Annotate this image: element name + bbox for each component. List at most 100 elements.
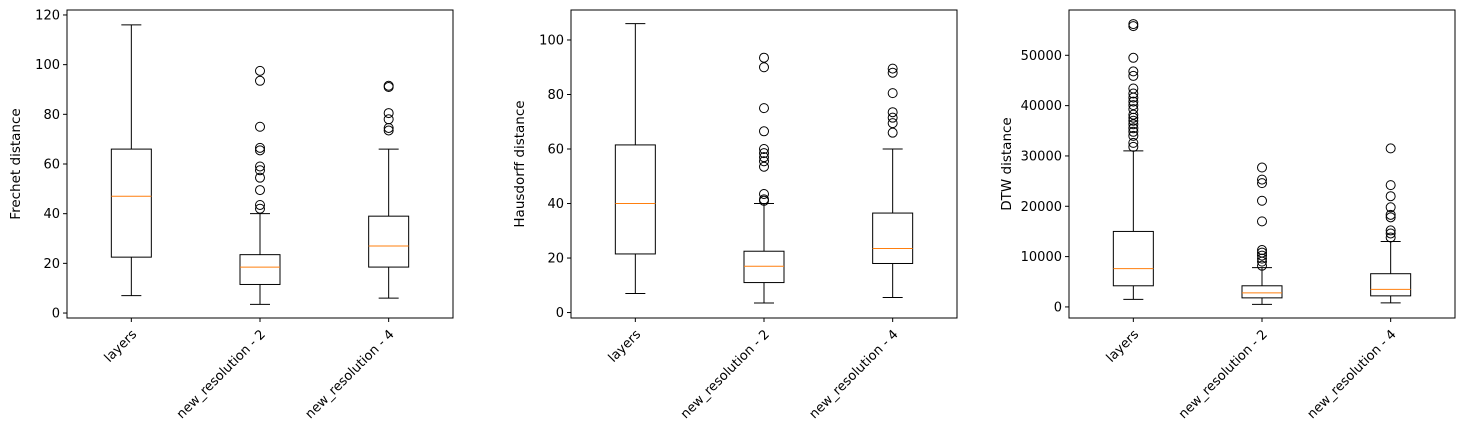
- outlier-point: [1128, 104, 1139, 115]
- y-tick-label: 20000: [1021, 200, 1062, 215]
- outlier-point: [1128, 130, 1139, 141]
- outlier-point: [759, 194, 769, 205]
- box-plot-1: [110, 24, 152, 297]
- outlier-point: [255, 203, 265, 214]
- outlier-point: [1385, 212, 1396, 223]
- outlier-point: [255, 161, 265, 172]
- outlier-point: [255, 172, 265, 183]
- y-tick-label: 60: [43, 158, 60, 173]
- outlier-point: [1385, 180, 1396, 191]
- outlier-point: [759, 126, 769, 137]
- outlier-point: [255, 65, 265, 76]
- box-plot-2: [743, 52, 785, 304]
- outlier-point: [759, 188, 769, 199]
- outlier-point: [1128, 126, 1139, 137]
- outlier-point: [1128, 109, 1139, 120]
- outlier-point: [1385, 232, 1396, 243]
- outlier-point: [1257, 195, 1267, 206]
- y-tick-label: 0: [556, 306, 564, 321]
- iqr-box: [368, 215, 410, 268]
- outlier-point: [1257, 260, 1267, 271]
- outlier-point: [1385, 143, 1396, 154]
- outlier-point: [887, 127, 898, 138]
- x-tick-label: layers: [102, 327, 141, 366]
- y-tick-label: 80: [547, 88, 564, 103]
- outlier-point: [1128, 88, 1139, 99]
- iqr-box: [1370, 273, 1412, 297]
- outlier-point: [255, 145, 265, 156]
- y-axis-label: DTW distance: [999, 117, 1015, 211]
- box-plot-1: [614, 23, 656, 294]
- chart-panel-2: 0 20 40 60 80 100 Hausdorff distance layers new_…: [512, 9, 958, 422]
- outlier-point: [759, 52, 769, 63]
- x-tick-label: new_resolution - 4: [807, 327, 902, 422]
- outlier-point: [759, 161, 769, 172]
- axes-frame: [66, 9, 454, 319]
- x-tick-label: layers: [1104, 327, 1143, 366]
- y-tick-label: 40: [547, 197, 564, 212]
- outlier-point: [887, 63, 898, 74]
- outlier-point: [887, 107, 898, 118]
- y-tick-label: 50000: [1021, 49, 1062, 64]
- outlier-point: [1128, 70, 1139, 81]
- outlier-point: [1128, 115, 1139, 126]
- outlier-point: [1257, 245, 1267, 256]
- y-axis-label: Hausdorff distance: [512, 100, 528, 227]
- outlier-point: [759, 103, 769, 114]
- y-tick-label: 20: [43, 257, 60, 272]
- y-tick-label: 0: [1054, 300, 1062, 315]
- outlier-point: [1385, 228, 1396, 239]
- outlier-point: [255, 185, 265, 196]
- outlier-point: [1128, 83, 1139, 94]
- box-plot-3: [872, 63, 914, 299]
- outlier-point: [1257, 247, 1267, 258]
- outlier-point: [1128, 100, 1139, 111]
- iqr-box: [1241, 285, 1283, 299]
- outlier-point: [1128, 123, 1139, 134]
- y-tick-label: 100: [539, 33, 564, 48]
- outlier-point: [759, 152, 769, 163]
- outlier-point: [1128, 66, 1139, 77]
- iqr-box: [110, 148, 152, 258]
- outlier-point: [1257, 216, 1267, 227]
- y-axis-label: Frechet distance: [8, 108, 24, 219]
- outlier-point: [255, 142, 265, 153]
- y-tick-label: 80: [43, 108, 60, 123]
- box-plot-1: [1112, 19, 1154, 300]
- outlier-point: [1128, 119, 1139, 130]
- x-tick-label: new_resolution - 2: [174, 327, 269, 422]
- outlier-point: [759, 156, 769, 167]
- iqr-box: [239, 254, 281, 285]
- outlier-point: [1257, 178, 1267, 189]
- outlier-point: [383, 80, 394, 91]
- x-tick-label: layers: [606, 327, 645, 366]
- outlier-point: [1128, 141, 1139, 152]
- outlier-point: [1128, 137, 1139, 148]
- outlier-point: [759, 148, 769, 159]
- outlier-point: [255, 199, 265, 210]
- outlier-point: [759, 62, 769, 73]
- outlier-point: [1257, 174, 1267, 185]
- outlier-point: [1385, 209, 1396, 220]
- outlier-point: [1385, 191, 1396, 202]
- outlier-point: [383, 114, 394, 125]
- outlier-point: [383, 108, 394, 119]
- outlier-point: [887, 88, 898, 99]
- y-tick-label: 20: [547, 252, 564, 267]
- iqr-box: [743, 250, 785, 284]
- outlier-point: [1128, 96, 1139, 107]
- x-tick-label: new_resolution - 4: [1305, 327, 1400, 422]
- outlier-point: [887, 118, 898, 129]
- x-tick-label: new_resolution - 2: [678, 327, 773, 422]
- y-tick-label: 100: [35, 58, 60, 73]
- outlier-point: [1128, 21, 1139, 32]
- box-plot-3: [368, 80, 410, 299]
- outlier-point: [255, 121, 265, 132]
- box-plot-3: [1370, 143, 1412, 304]
- outlier-point: [1385, 202, 1396, 213]
- outlier-point: [1257, 162, 1267, 173]
- outlier-point: [255, 165, 265, 176]
- outlier-point: [1257, 250, 1267, 261]
- outlier-point: [1385, 225, 1396, 236]
- iqr-box: [872, 212, 914, 264]
